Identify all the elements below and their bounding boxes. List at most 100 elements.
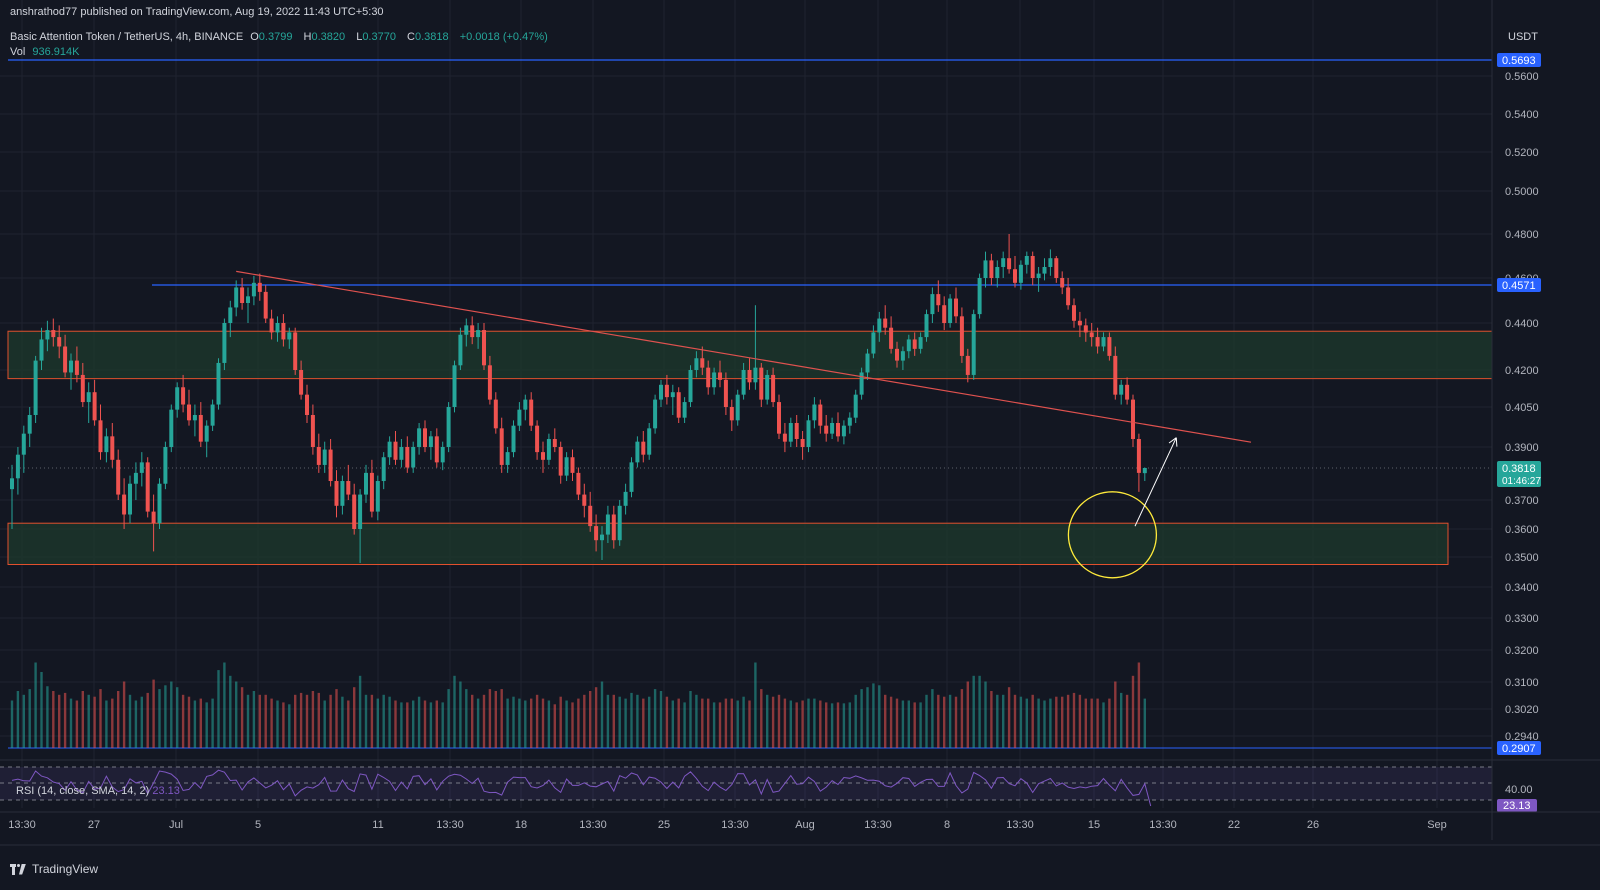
volume-bar — [22, 694, 25, 748]
price-tick-label: 0.4800 — [1505, 229, 1539, 241]
time-tick-label: 13:30 — [1006, 819, 1034, 831]
volume-bar — [518, 698, 521, 748]
candle-body — [782, 433, 787, 442]
volume-bar — [748, 700, 751, 748]
volume-bar — [1002, 694, 1005, 748]
volume-bar — [665, 696, 669, 748]
candle-body — [411, 447, 416, 468]
volume-bar — [146, 692, 149, 748]
candle-body — [1131, 399, 1135, 439]
candle-body — [959, 316, 964, 356]
candle-body — [21, 433, 26, 455]
candle-body — [847, 417, 852, 426]
volume-bar — [594, 687, 598, 748]
volume-bar — [412, 700, 415, 748]
volume-bar — [423, 700, 427, 748]
volume-bar — [140, 696, 143, 748]
candle-body — [865, 353, 870, 373]
candle-body — [381, 457, 386, 482]
candle-body — [316, 447, 321, 465]
candle-body — [647, 428, 652, 455]
volume-bar — [1137, 662, 1141, 748]
candle-body — [523, 399, 528, 410]
candle-body — [877, 318, 882, 333]
candle-body — [175, 387, 180, 410]
candle-body — [305, 394, 309, 415]
volume-bar — [937, 694, 940, 748]
price-tick-label: 0.5200 — [1505, 147, 1539, 159]
candle-body — [145, 462, 150, 512]
volume-bar — [624, 698, 627, 748]
symbol-title[interactable]: Basic Attention Token / TetherUS, 4h, BI… — [10, 31, 244, 43]
rsi-value: 23.13 — [152, 785, 180, 797]
candle-body — [759, 367, 764, 400]
volume-bar — [400, 702, 403, 748]
price-tick-label: 0.4200 — [1505, 365, 1539, 377]
candle-body — [871, 332, 876, 354]
volume-bar — [718, 702, 722, 748]
candle-body — [859, 372, 864, 395]
candle-body — [74, 360, 79, 375]
volume-bar — [16, 691, 20, 748]
volume-bar — [530, 698, 533, 748]
candle-body — [446, 407, 451, 447]
candle-body — [1060, 278, 1065, 288]
volume-label[interactable]: Vol — [10, 46, 26, 58]
candle-body — [133, 472, 138, 484]
volume-bar — [164, 685, 167, 748]
price-tick-label: 0.3500 — [1505, 552, 1539, 564]
volume-bar — [754, 662, 757, 748]
time-tick-label: Sep — [1427, 819, 1447, 831]
candle-body — [1101, 337, 1106, 347]
candle-body — [570, 457, 575, 473]
volume-bar — [441, 702, 444, 748]
candle-body — [635, 441, 640, 463]
candle-body — [747, 370, 752, 383]
volume-bar — [252, 691, 256, 748]
candle-body — [505, 452, 510, 465]
rsi-label[interactable]: RSI (14, close, SMA, 14, 2) — [16, 785, 150, 797]
volume-bar — [547, 700, 551, 748]
candle-body — [989, 260, 994, 278]
candle-body — [729, 407, 734, 421]
volume-bar — [913, 702, 916, 748]
volume-bar — [93, 696, 96, 748]
candle-body — [853, 394, 858, 418]
candle-body — [623, 491, 628, 506]
candle-body — [1007, 258, 1012, 270]
candle-body — [836, 423, 840, 437]
candle-body — [629, 462, 634, 492]
volume-bar — [294, 694, 297, 748]
volume-bar — [872, 683, 875, 748]
volume-bar — [417, 696, 421, 748]
volume-bar — [707, 698, 710, 748]
volume-bar — [854, 694, 857, 748]
volume-bar — [341, 696, 344, 748]
time-tick-label: 11 — [372, 819, 383, 831]
volume-bar — [695, 694, 698, 748]
candle-body — [346, 481, 351, 495]
volume-bar — [52, 691, 55, 748]
volume-bar — [730, 698, 733, 748]
volume-bar — [217, 670, 220, 748]
rsi-tick-label: 40.00 — [1505, 784, 1533, 796]
candle-body — [1001, 258, 1006, 267]
volume-bar — [358, 675, 362, 748]
candle-body — [1083, 325, 1088, 333]
candle-body — [800, 439, 805, 447]
volume-bar — [1108, 698, 1111, 748]
volume-bar — [506, 698, 509, 748]
volume-bar — [317, 692, 320, 748]
volume-bar — [429, 702, 433, 748]
candle-body — [688, 370, 693, 403]
candle-body — [1077, 320, 1082, 326]
volume-bar — [671, 700, 674, 748]
candle-body — [948, 298, 953, 323]
candle-body — [735, 394, 740, 421]
candle-body — [983, 260, 988, 278]
volume-bar — [571, 702, 574, 748]
candle-body — [216, 362, 221, 405]
candle-body — [895, 348, 899, 361]
